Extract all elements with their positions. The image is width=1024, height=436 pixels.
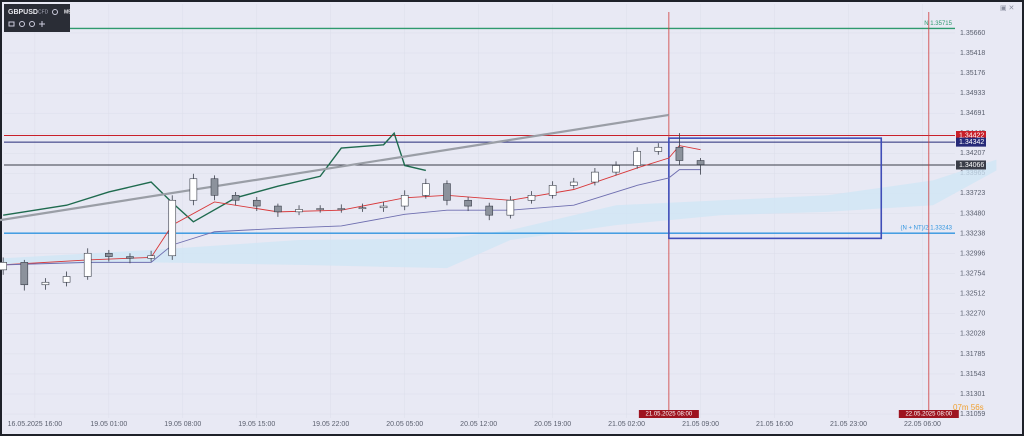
candle-body [41,281,50,286]
y-tick-label: 1.35418 [960,50,985,57]
candle-body [443,183,451,201]
kind: CFD [38,9,49,15]
candle-body [612,165,620,173]
candle-body [358,207,367,210]
timeframe[interactable]: M5 [64,9,71,15]
y-tick-label: 1.31543 [960,371,985,378]
x-tick-label: 22.05 06:00 [904,421,941,428]
cloud [3,159,997,269]
price-tag-label: 1.34422 [959,132,984,139]
level-label: N 1.35715 [924,21,952,27]
candle-body [210,178,219,196]
x-tick-label: 19.05 08:00 [164,421,201,428]
toolbar-panel [4,4,70,32]
x-tick-label: 20.05 05:00 [386,421,423,428]
time-tag-label: 22.05.2025 08:00 [905,412,952,418]
price-tag-label: 1.34342 [959,139,984,146]
candle-body [675,146,684,161]
candle-body [696,160,705,165]
candle-body [316,208,324,210]
candle-body [62,276,71,283]
candle-body [337,208,346,210]
range-box [668,137,883,240]
candle-body [274,205,282,213]
candle-body [231,194,240,201]
indicator-line [3,131,426,223]
candle-body [422,183,430,196]
time-tag-label: 21.05.2025 08:00 [646,412,693,418]
x-tick-label: 21.05 02:00 [608,421,645,428]
y-tick-label: 1.34207 [960,150,985,157]
candle-body [0,262,7,271]
indicator-line [3,169,701,266]
candle-body [400,194,409,207]
y-tick-label: 1.34691 [960,110,985,117]
y-tick-label: 1.32512 [960,291,985,298]
y-tick-label: 1.31785 [960,351,985,358]
time-tag [898,410,959,418]
candle-body [147,255,155,259]
y-tick-label: 1.32996 [960,250,985,257]
y-tick-label: 1.33480 [960,210,985,217]
candle-body [252,199,261,207]
symbol: GBPUSD [8,9,38,16]
candle-body [83,252,92,277]
price-tag [956,130,986,140]
candle-body [126,256,134,259]
y-tick-label: 1.33723 [960,190,985,197]
candle-body [569,181,578,186]
level-label: (N + NT)/2 1.33243 [900,226,952,232]
x-tick-label: 19.05 22:00 [312,421,349,428]
window-icons[interactable]: ▣ ✕ [1000,5,1014,12]
candle-body [591,171,599,183]
y-tick-label: 1.32754 [960,270,985,277]
candle-body [105,252,113,257]
settings-icon[interactable] [52,9,58,15]
x-tick-label: 21.05 16:00 [756,421,793,428]
price-tag [956,137,986,147]
candle-body [527,194,536,201]
y-tick-label: 1.33238 [960,230,985,237]
y-tick-label: 1.34933 [960,90,985,97]
x-tick-label: 20.05 19:00 [534,421,571,428]
timer: 07m 56s [953,403,984,412]
y-tick-label: 1.31059 [960,411,985,418]
indicator-line [0,113,670,222]
candle-body [20,262,29,286]
candle-body [633,151,641,166]
candle-body [464,199,472,207]
y-tick-label: 1.32270 [960,311,985,318]
candle-body [548,185,557,196]
x-tick-label: 20.05 12:00 [460,421,497,428]
tool-icons[interactable] [8,21,45,27]
candle-body [506,199,515,216]
price-tag-label: 1.34066 [959,162,984,169]
price-tag [956,160,986,170]
candle-body [379,205,388,209]
candle-body [654,146,663,152]
x-tick-label: 19.05 01:00 [90,421,127,428]
y-tick-label: 1.35176 [960,70,985,77]
candle-body [168,199,177,257]
x-tick-label: 19.05 15:00 [238,421,275,428]
y-tick-label: 1.35660 [960,30,985,37]
candle-body [485,205,494,216]
y-tick-label: 1.31301 [960,391,985,398]
x-tick-label: 21.05 23:00 [830,421,867,428]
toolbar: GBPUSD CFD M5 [4,4,71,32]
x-tick-label: 21.05 09:00 [682,421,719,428]
candle-body [189,178,198,201]
x-tick-label: 16.05.2025 16:00 [8,421,63,428]
time-tag [638,410,699,418]
y-tick-label: 1.32028 [960,331,985,338]
candle-body [295,209,303,213]
